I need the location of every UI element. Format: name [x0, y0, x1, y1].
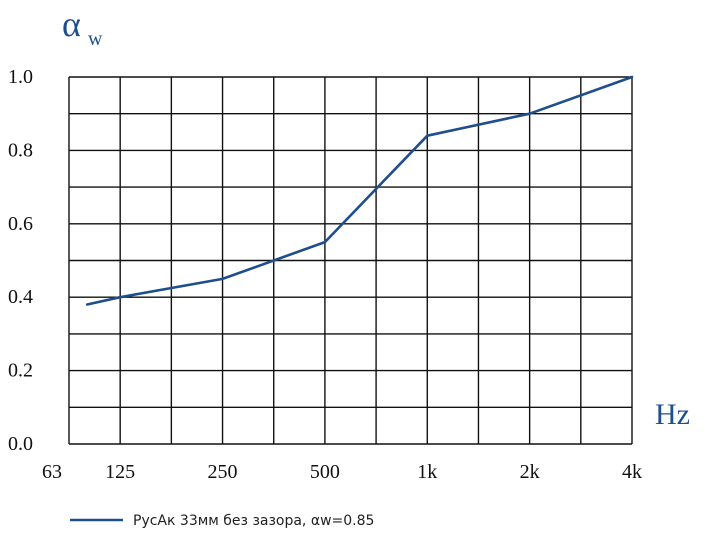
y-tick-label: 0.0 [8, 433, 33, 455]
y-tick-label: 0.4 [8, 286, 33, 308]
y-tick-labels: 1.0 0.8 0.6 0.4 0.2 0.0 [8, 66, 33, 455]
x-tick-label: 63 [42, 461, 62, 483]
series-line [85, 75, 634, 306]
x-tick-label: 500 [310, 461, 340, 483]
y-tick-label: 0.8 [8, 139, 33, 161]
series-group [85, 75, 634, 306]
legend: РусАк 33мм без зазора, αw=0.85 [70, 513, 374, 529]
y-tick-label: 1.0 [8, 66, 33, 88]
x-tick-label: 1k [417, 461, 437, 483]
x-tick-label: 4k [622, 461, 642, 483]
y-tick-label: 0.2 [8, 360, 33, 382]
y-axis-title-subscript: w [88, 28, 103, 50]
x-tick-labels: 63 125 250 500 1k 2k 4k [42, 461, 642, 483]
legend-label: РусАк 33мм без зазора, αw=0.85 [133, 513, 374, 529]
grid [68, 76, 633, 445]
x-tick-label: 2k [520, 461, 540, 483]
x-tick-label: 250 [208, 461, 238, 483]
x-tick-label: 125 [105, 461, 135, 483]
y-tick-label: 0.6 [8, 213, 33, 235]
y-axis-title: α [62, 4, 81, 44]
x-axis-title: Hz [655, 398, 690, 431]
